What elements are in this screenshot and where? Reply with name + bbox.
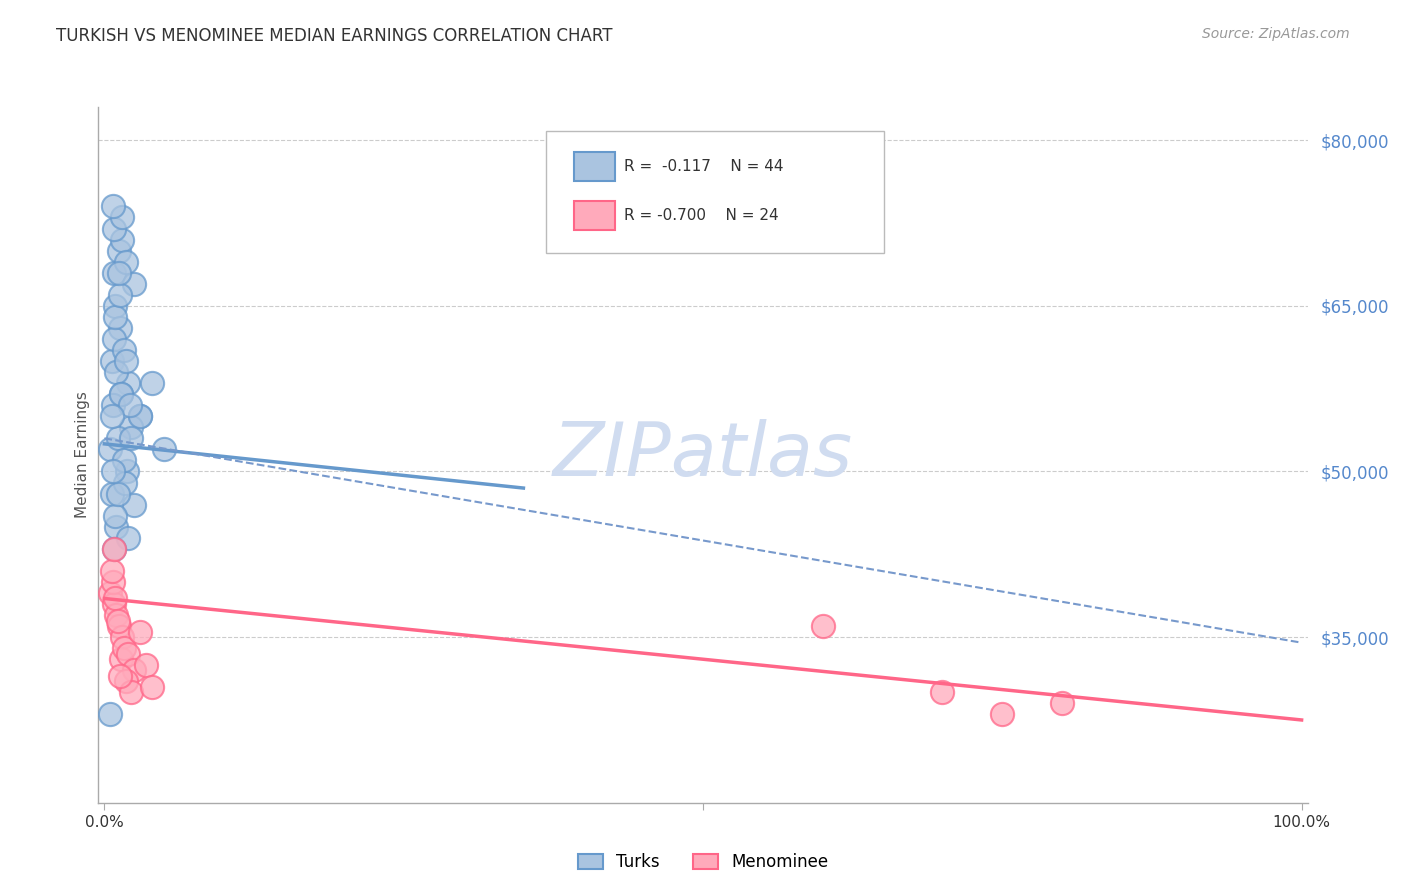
Text: ZIPatlas: ZIPatlas	[553, 419, 853, 491]
Point	[105, 608, 128, 623]
Point	[124, 277, 146, 291]
Point	[124, 663, 146, 677]
Point	[101, 398, 124, 412]
Point	[104, 310, 127, 324]
Point	[118, 398, 141, 412]
Point	[811, 619, 834, 633]
Point	[107, 431, 129, 445]
Point	[107, 619, 129, 633]
Point	[100, 409, 122, 424]
Point	[115, 674, 138, 689]
Point	[104, 591, 127, 606]
Point	[120, 431, 142, 445]
Point	[105, 365, 128, 379]
Point	[112, 641, 135, 656]
Point	[103, 541, 125, 556]
Point	[112, 453, 135, 467]
Point	[110, 387, 132, 401]
Point	[115, 465, 138, 479]
Point	[115, 254, 138, 268]
Point	[117, 531, 139, 545]
Point	[108, 321, 131, 335]
Point	[107, 614, 129, 628]
Point	[124, 498, 146, 512]
Point	[111, 211, 134, 225]
Text: R = -0.700    N = 24: R = -0.700 N = 24	[624, 208, 779, 223]
Point	[100, 442, 122, 457]
Text: R =  -0.117    N = 44: R = -0.117 N = 44	[624, 160, 785, 174]
FancyBboxPatch shape	[546, 131, 884, 253]
Point	[103, 597, 125, 611]
Point	[129, 624, 152, 639]
Point	[108, 669, 131, 683]
Legend: Turks, Menominee: Turks, Menominee	[571, 847, 835, 878]
Point	[103, 221, 125, 235]
Point	[103, 541, 125, 556]
Point	[105, 519, 128, 533]
Point	[100, 486, 122, 500]
Point	[104, 508, 127, 523]
Point	[115, 354, 138, 368]
Point	[107, 266, 129, 280]
Point	[991, 707, 1014, 722]
Point	[110, 387, 132, 401]
Point	[100, 707, 122, 722]
Point	[114, 475, 136, 490]
Point	[103, 332, 125, 346]
Point	[129, 409, 152, 424]
Point	[111, 233, 134, 247]
Point	[101, 574, 124, 589]
Point	[112, 343, 135, 357]
Point	[110, 652, 132, 666]
Point	[1050, 697, 1073, 711]
Point	[129, 409, 152, 424]
Point	[100, 564, 122, 578]
Point	[153, 442, 176, 457]
Point	[104, 299, 127, 313]
Point	[931, 685, 953, 699]
Text: TURKISH VS MENOMINEE MEDIAN EARNINGS CORRELATION CHART: TURKISH VS MENOMINEE MEDIAN EARNINGS COR…	[56, 27, 613, 45]
Y-axis label: Median Earnings: Median Earnings	[75, 392, 90, 518]
Point	[111, 630, 134, 644]
Point	[107, 486, 129, 500]
FancyBboxPatch shape	[574, 201, 614, 230]
Point	[135, 657, 157, 672]
Point	[108, 287, 131, 301]
Point	[101, 199, 124, 213]
Text: Source: ZipAtlas.com: Source: ZipAtlas.com	[1202, 27, 1350, 41]
Point	[117, 376, 139, 391]
Point	[107, 244, 129, 258]
Point	[117, 647, 139, 661]
Point	[141, 376, 163, 391]
Point	[101, 465, 124, 479]
Point	[141, 680, 163, 694]
Point	[103, 266, 125, 280]
Point	[120, 420, 142, 434]
Point	[120, 685, 142, 699]
Point	[100, 354, 122, 368]
Point	[100, 586, 122, 600]
FancyBboxPatch shape	[574, 153, 614, 181]
